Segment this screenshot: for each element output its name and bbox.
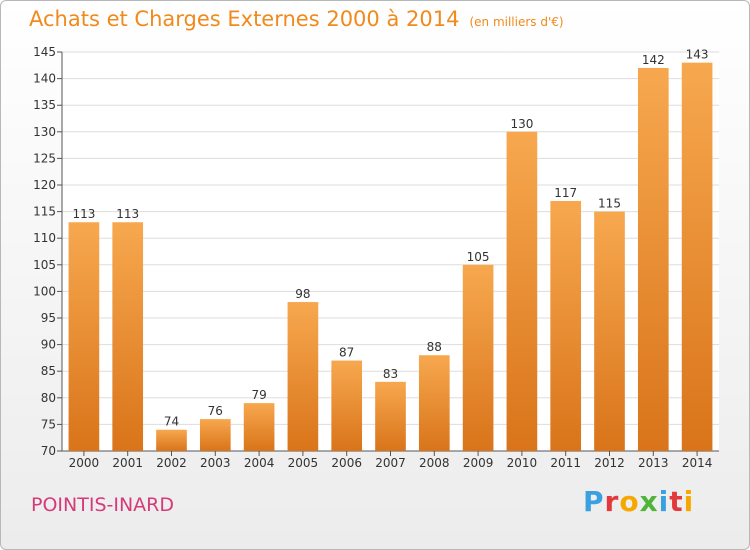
value-label: 74 (164, 415, 179, 429)
bar (199, 419, 231, 451)
bar (375, 381, 406, 451)
chart-title-text: Achats et Charges Externes 2000 à 2014 (29, 7, 460, 31)
y-tick-label: 85 (41, 364, 56, 378)
logo-letter: P (583, 485, 605, 518)
value-label: 88 (427, 340, 442, 354)
labels: 70 75 80 85 90 95 100 105 110 115 120 125 130 135 140 1… (33, 45, 712, 470)
value-label: 87 (339, 346, 354, 360)
value-label: 117 (554, 186, 577, 200)
logo-letter: o (619, 485, 640, 518)
x-tick-label: 2005 (288, 456, 319, 470)
x-tick-label: 2003 (200, 456, 231, 470)
value-label: 115 (598, 197, 621, 211)
x-tick-label: 2001 (112, 456, 143, 470)
bar (418, 355, 450, 451)
bar (112, 222, 144, 451)
value-label: 113 (72, 207, 95, 221)
y-tick-label: 80 (41, 391, 56, 405)
chart-title: Achats et Charges Externes 2000 à 2014 (e… (29, 7, 564, 31)
y-tick-label: 145 (33, 45, 56, 59)
bar (637, 67, 669, 452)
y-tick-label: 125 (33, 151, 56, 165)
y-tick-label: 115 (33, 205, 56, 219)
logo-letter: x (639, 485, 659, 518)
bar (156, 429, 187, 451)
y-tick-label: 140 (33, 72, 56, 86)
value-label: 130 (510, 117, 533, 131)
logo-letter: i (683, 485, 695, 518)
x-tick-label: 2010 (507, 456, 538, 470)
x-tick-label: 2000 (69, 456, 100, 470)
x-tick-label: 2007 (375, 456, 406, 470)
y-tick-label: 110 (33, 231, 56, 245)
y-tick-label: 120 (33, 178, 56, 192)
bar (243, 403, 275, 451)
x-tick-label: 2009 (463, 456, 494, 470)
value-label: 83 (383, 367, 398, 381)
x-tick-label: 2011 (550, 456, 581, 470)
y-tick-label: 130 (33, 125, 56, 139)
y-tick-label: 135 (33, 98, 56, 112)
y-tick-label: 70 (41, 444, 56, 458)
bar (331, 360, 363, 451)
y-tick-label: 75 (41, 417, 56, 431)
x-tick-label: 2014 (682, 456, 713, 470)
x-tick-label: 2013 (638, 456, 669, 470)
logo-letter: i (658, 485, 670, 518)
value-label: 79 (251, 388, 266, 402)
value-label: 76 (208, 404, 223, 418)
value-label: 143 (686, 48, 709, 62)
value-label: 98 (295, 287, 310, 301)
y-tick-label: 90 (41, 338, 56, 352)
y-tick-label: 95 (41, 311, 56, 325)
proxiti-logo: Proxiti (583, 485, 694, 518)
bar (594, 211, 625, 451)
bar (681, 62, 713, 451)
x-tick-label: 2008 (419, 456, 450, 470)
bars (68, 62, 713, 452)
x-tick-label: 2006 (331, 456, 362, 470)
y-tick-label: 105 (33, 258, 56, 272)
x-tick-label: 2004 (244, 456, 275, 470)
bar (506, 131, 538, 452)
commune-name: POINTIS-INARD (31, 494, 175, 516)
value-label: 113 (116, 207, 139, 221)
value-label: 105 (467, 250, 490, 264)
y-tick-label: 100 (33, 284, 56, 298)
bar (462, 264, 494, 451)
bar (68, 222, 100, 451)
bar (287, 302, 319, 451)
x-tick-label: 2012 (594, 456, 625, 470)
value-label: 142 (642, 53, 665, 67)
x-tick-label: 2002 (156, 456, 187, 470)
logo-letter: t (669, 485, 684, 518)
chart-subtitle: (en milliers d'€) (469, 15, 564, 29)
logo-letter: r (604, 485, 620, 518)
bar (550, 200, 582, 451)
